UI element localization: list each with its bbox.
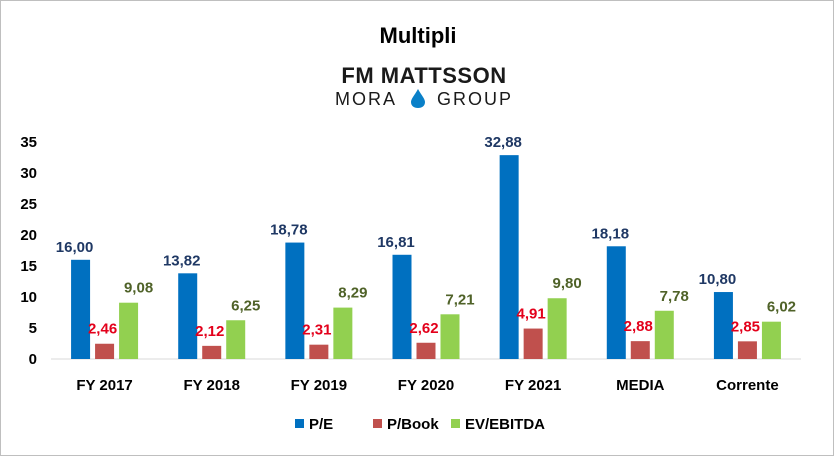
bar-ev-ebitda bbox=[440, 314, 460, 359]
data-label-p-book: 2,62 bbox=[409, 320, 438, 337]
y-tick-label: 35 bbox=[20, 134, 37, 151]
bar-ev-ebitda bbox=[333, 307, 353, 359]
y-tick-label: 15 bbox=[20, 258, 37, 275]
data-label-p-e: 32,88 bbox=[484, 134, 522, 151]
y-tick-label: 5 bbox=[29, 320, 37, 337]
fm-mattsson-logo: FM MATTSSON MORA GROUP bbox=[335, 63, 513, 109]
bar-p-book bbox=[523, 328, 543, 359]
legend: P/E P/Book EV/EBITDA bbox=[295, 416, 545, 433]
category-label: FY 2019 bbox=[291, 377, 347, 394]
data-label-p-e: 18,78 bbox=[270, 222, 308, 239]
y-tick-label: 10 bbox=[20, 289, 37, 306]
data-label-ev-ebitda: 6,02 bbox=[767, 299, 796, 316]
category-label: Corrente bbox=[716, 377, 779, 394]
data-label-p-book: 4,91 bbox=[517, 306, 546, 323]
chart-title: Multipli bbox=[380, 23, 457, 48]
bar-ev-ebitda bbox=[226, 320, 246, 359]
legend-swatch-p-book bbox=[373, 419, 382, 428]
data-label-p-book: 2,88 bbox=[624, 318, 653, 335]
category-label: FY 2020 bbox=[398, 377, 454, 394]
data-label-ev-ebitda: 8,29 bbox=[338, 285, 367, 302]
logo-text-line1: FM MATTSSON bbox=[341, 63, 506, 88]
y-tick-label: 25 bbox=[20, 196, 37, 213]
data-label-p-book: 2,46 bbox=[88, 321, 117, 338]
bar-p-e bbox=[285, 242, 305, 359]
data-label-p-e: 13,82 bbox=[163, 252, 201, 269]
legend-swatch-p-e bbox=[295, 419, 304, 428]
data-label-p-e: 10,80 bbox=[699, 271, 737, 288]
bar-ev-ebitda bbox=[547, 298, 567, 359]
category-label: MEDIA bbox=[616, 377, 665, 394]
bar-p-book bbox=[416, 342, 436, 359]
category-label: FY 2018 bbox=[183, 377, 239, 394]
bar-ev-ebitda bbox=[119, 302, 139, 359]
data-label-ev-ebitda: 7,78 bbox=[660, 288, 689, 305]
bar-p-e bbox=[606, 246, 626, 359]
bars bbox=[71, 155, 781, 359]
data-label-ev-ebitda: 9,08 bbox=[124, 280, 153, 297]
y-tick-label: 30 bbox=[20, 165, 37, 182]
data-label-p-e: 18,18 bbox=[592, 225, 630, 242]
bar-p-book bbox=[737, 341, 757, 359]
data-label-p-e: 16,81 bbox=[377, 234, 415, 251]
logo-text-group: GROUP bbox=[437, 89, 513, 109]
legend-swatch-ev-ebitda bbox=[451, 419, 460, 428]
legend-label-ev-ebitda: EV/EBITDA bbox=[465, 416, 545, 433]
bar-p-e bbox=[392, 254, 412, 359]
bar-p-e bbox=[71, 259, 91, 359]
data-label-p-book: 2,12 bbox=[195, 323, 224, 340]
bar-p-e bbox=[713, 292, 733, 359]
data-labels: 16,00 2,46 9,08 13,82 2,12 6,25 18,78 2,31 8,29 1… bbox=[56, 134, 796, 340]
bar-p-e bbox=[499, 155, 519, 359]
logo-text-mora: MORA bbox=[335, 89, 397, 109]
bar-ev-ebitda bbox=[761, 321, 781, 359]
data-label-p-e: 16,00 bbox=[56, 239, 94, 256]
data-label-ev-ebitda: 9,80 bbox=[553, 275, 582, 292]
bar-ev-ebitda bbox=[654, 310, 674, 359]
y-tick-label: 20 bbox=[20, 227, 37, 244]
bar-p-book bbox=[95, 343, 115, 359]
bar-p-e bbox=[178, 273, 198, 359]
category-labels: FY 2017 FY 2018 FY 2019 FY 2020 FY 2021 MEDIA… bbox=[76, 377, 778, 394]
bar-p-book bbox=[309, 344, 329, 359]
bar-p-book bbox=[202, 345, 222, 359]
y-axis-ticks: 0 5 10 15 20 25 30 35 bbox=[20, 134, 37, 368]
bar-p-book bbox=[630, 341, 650, 359]
category-label: FY 2017 bbox=[76, 377, 132, 394]
data-label-ev-ebitda: 7,21 bbox=[445, 291, 474, 308]
category-label: FY 2021 bbox=[505, 377, 561, 394]
legend-label-p-book: P/Book bbox=[387, 416, 439, 433]
data-label-p-book: 2,85 bbox=[731, 318, 760, 335]
data-label-ev-ebitda: 6,25 bbox=[231, 297, 260, 314]
data-label-p-book: 2,31 bbox=[302, 322, 331, 339]
legend-label-p-e: P/E bbox=[309, 416, 333, 433]
water-drop-icon bbox=[411, 89, 425, 108]
y-tick-label: 0 bbox=[29, 351, 37, 368]
